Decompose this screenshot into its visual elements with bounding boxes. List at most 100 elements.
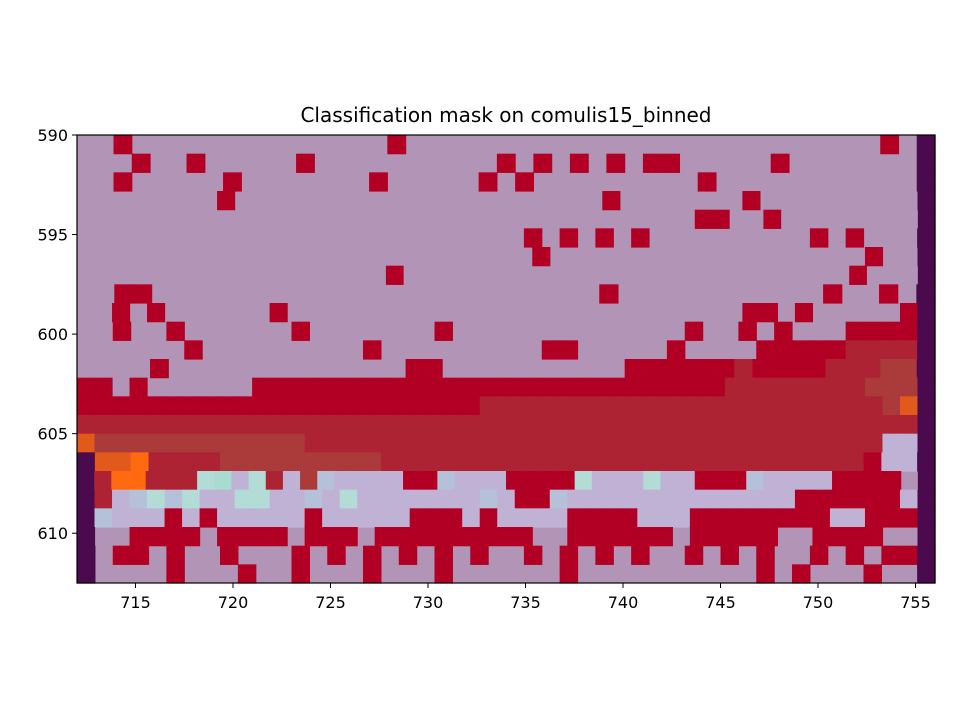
heatmap-cell [94,433,113,453]
heatmap-cell [234,396,253,416]
heatmap-cell [742,489,761,509]
heatmap-cell [427,415,446,435]
heatmap-cell [392,377,411,397]
heatmap-cell [296,153,315,173]
heatmap-cell [774,340,793,360]
heatmap-cell [917,209,936,229]
heatmap-cell [559,564,579,584]
heatmap-cell [606,153,626,173]
heatmap-cell [864,415,884,435]
heatmap-cell [742,415,761,435]
heatmap-cell [322,377,341,397]
heatmap-cell [672,508,691,528]
heatmap-cell [559,340,579,360]
heatmap-cell [759,303,779,323]
heatmap-cell [631,545,650,565]
heatmap-cell [496,153,516,173]
heatmap-cell [794,415,814,435]
heatmap-cell [847,396,866,416]
heatmap-cell [637,396,656,416]
heatmap-cell [567,377,586,397]
heatmap-cell [479,508,498,528]
heatmap-cell [129,489,148,509]
heatmap-cell [427,527,446,547]
heatmap-cell [672,396,691,416]
heatmap-cell [434,321,453,341]
heatmap-cell [602,433,621,453]
heatmap-cell [812,377,831,397]
heatmap-cell [523,471,541,491]
heatmap-cell [689,433,708,453]
heatmap-cell [506,471,524,491]
heatmap-cell [829,377,849,397]
heatmap-cell [654,527,673,547]
heatmap-cell [672,377,691,397]
heatmap-cell [637,489,656,509]
heatmap-cell [234,508,253,528]
heatmap-cell [825,359,845,379]
heatmap-cell [742,508,761,528]
heatmap-cell [514,527,533,547]
heatmap-cell [549,433,568,453]
heatmap-cell [374,508,393,528]
heatmap-cell [287,377,306,397]
heatmap-cell [917,564,936,584]
heatmap-cell [917,508,936,528]
heatmap-cell [327,452,346,472]
heatmap-cell [883,471,902,491]
heatmap-cell [746,471,764,491]
heatmap-cell [291,545,310,565]
heatmap-cell [881,452,900,472]
heatmap-cell [182,415,201,435]
heatmap-cell [702,452,722,472]
heatmap-cell [273,452,293,472]
heatmap-cell [327,545,346,565]
heatmap-cell [237,452,257,472]
x-tick-label: 720 [218,593,249,612]
heatmap-cell [829,415,849,435]
heatmap-cell [660,471,679,491]
heatmap-cell [166,545,185,565]
heatmap-cell [357,396,376,416]
heatmap-cell [689,508,708,528]
heatmap-cell [287,489,306,509]
heatmap-cell [619,527,638,547]
heatmap-cell [339,508,358,528]
heatmap-cell [164,415,183,435]
heatmap-cell [523,228,543,248]
heatmap-cell [898,359,918,379]
heatmap-cell [666,340,686,360]
heatmap-cell [882,396,901,416]
heatmap-cell [643,471,662,491]
heatmap-cell [777,433,796,453]
heatmap-cell [269,396,288,416]
heatmap-cell [916,284,936,304]
heatmap-cell [724,433,743,453]
heatmap-cell [77,527,96,547]
heatmap-cell [661,153,681,173]
heatmap-cell [602,396,621,416]
heatmap-cell [672,433,691,453]
heatmap-cell [112,396,131,416]
heatmap-cell [879,284,899,304]
heatmap-cell [794,377,814,397]
heatmap-cell [689,377,708,397]
heatmap-cell [863,340,882,360]
heatmap-cell [202,452,221,472]
heatmap-cell [829,489,849,509]
heatmap-cell [462,415,481,435]
heatmap-cell [654,433,673,453]
x-tick-label: 715 [120,593,151,612]
heatmap-cell [752,359,772,379]
heatmap-cell [880,359,900,379]
x-tick-label: 730 [413,593,444,612]
heatmap-cell [882,489,901,509]
heatmap-cell [217,433,236,453]
heatmap-cell [237,564,257,584]
heatmap-cell [291,564,310,584]
heatmap-cell [549,396,568,416]
heatmap-cell [427,396,446,416]
heatmap-cell [584,396,603,416]
heatmap-cell [317,471,335,491]
heatmap-cell [602,527,621,547]
